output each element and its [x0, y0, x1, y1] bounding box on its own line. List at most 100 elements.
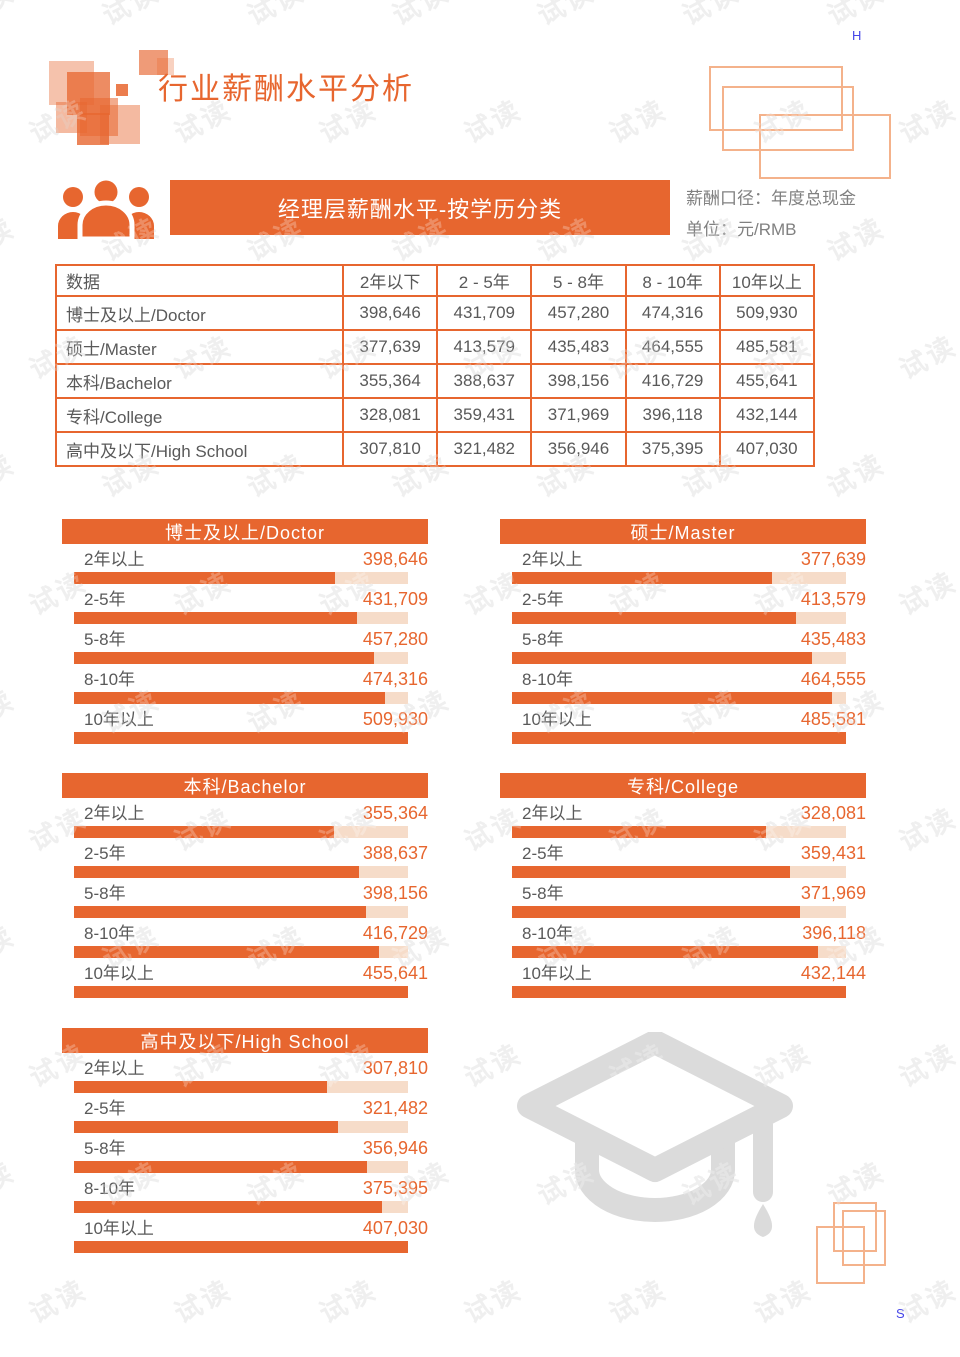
chart-bar-fill: [512, 572, 772, 584]
table-value-cell: 371,969: [530, 397, 627, 433]
chart-value-label: 321,482: [362, 1098, 428, 1118]
chart-row: 8-10年 375,395: [62, 1173, 428, 1213]
chart-category-label: 8-10年: [84, 670, 136, 689]
chart-row: 10年以上 432,144: [500, 958, 866, 998]
chart-category-label: 2年以上: [522, 550, 583, 569]
watermark-text: 试读: [894, 802, 960, 858]
watermark-text: 试读: [604, 1274, 672, 1330]
chart-value-label: 377,639: [800, 549, 866, 569]
decor-rect-outline: [709, 66, 843, 131]
watermark-text: 试读: [459, 1274, 527, 1330]
chart-category-label: 2年以上: [84, 1059, 145, 1078]
chart-value-label: 356,946: [362, 1138, 428, 1158]
chart-bar-track: [74, 1201, 408, 1213]
table-value-cell: 432,144: [718, 397, 816, 433]
watermark-text: 试读: [894, 1038, 960, 1094]
chart-row: 2-5年 413,579: [500, 584, 866, 624]
bar-chart-highschool: 高中及以下/High School 2年以上 307,810 2-5年 321,482…: [62, 1028, 428, 1253]
chart-category-label: 5-8年: [522, 884, 564, 903]
chart-value-label: 474,316: [362, 669, 428, 689]
chart-value-label: 307,810: [362, 1058, 428, 1078]
chart-category-label: 5-8年: [522, 630, 564, 649]
chart-bar-track: [512, 652, 846, 664]
chart-category-label: 2-5年: [522, 844, 564, 863]
chart-bar-fill: [512, 906, 800, 918]
table-value-cell: 375,395: [624, 431, 721, 467]
table-value-cell: 398,646: [341, 295, 439, 331]
section-banner: 经理层薪酬水平-按学历分类: [170, 180, 670, 235]
chart-bar-track: [74, 612, 408, 624]
chart-row: 2年以上 398,646: [62, 544, 428, 584]
watermark-text: 试读: [894, 1274, 960, 1330]
chart-bar-fill: [74, 1201, 383, 1213]
chart-category-label: 5-8年: [84, 1139, 126, 1158]
table-row: 博士及以上/Doctor 398,646 431,709 457,280 474,316…: [55, 295, 816, 331]
chart-row: 10年以上 407,030: [62, 1213, 428, 1253]
watermark-text: 试读: [0, 920, 20, 976]
chart-category-label: 2-5年: [522, 590, 564, 609]
table-value-cell: 377,639: [341, 329, 439, 365]
table-header-cell: 2 - 5年: [436, 264, 533, 297]
chart-bar-track: [512, 906, 846, 918]
bar-chart-master: 硕士/Master 2年以上 377,639 2-5年 413,579 5-8年 435,…: [500, 519, 866, 744]
chart-bar-track: [512, 692, 846, 704]
chart-bar-track: [512, 866, 846, 878]
chart-bar-track: [512, 826, 846, 838]
watermark-text: 试读: [169, 1274, 237, 1330]
chart-value-label: 359,431: [800, 843, 866, 863]
chart-category-label: 5-8年: [84, 630, 126, 649]
chart-bar-track: [512, 946, 846, 958]
chart-bar-fill: [74, 906, 366, 918]
watermark-text: 试读: [169, 1274, 237, 1330]
table-header-cell: 2年以下: [341, 264, 439, 297]
chart-row: 2年以上 328,081: [500, 798, 866, 838]
chart-bar-track: [74, 692, 408, 704]
chart-bar-track: [74, 946, 408, 958]
unit-note: 单位：元/RMB: [686, 220, 797, 239]
table-row: 硕士/Master 377,639 413,579 435,483 464,555 485…: [55, 329, 816, 365]
watermark-text: 试读: [0, 0, 20, 32]
table-value-cell: 388,637: [436, 363, 533, 399]
chart-bar-track: [74, 1161, 408, 1173]
watermark-text: 试读: [0, 212, 20, 268]
chart-value-label: 416,729: [362, 923, 428, 943]
table-value-cell: 356,946: [530, 431, 627, 467]
table-row-label: 本科/Bachelor: [55, 363, 344, 399]
watermark-text: 试读: [749, 1274, 817, 1330]
chart-bar-fill: [74, 826, 335, 838]
chart-bar-track: [74, 906, 408, 918]
watermark-text: 试读: [894, 330, 960, 386]
watermark-text: 试读: [242, 0, 310, 32]
watermark-text: 试读: [894, 802, 960, 858]
chart-bar-fill: [74, 866, 359, 878]
watermark-text: 试读: [0, 1156, 20, 1212]
table-value-cell: 396,118: [624, 397, 721, 433]
chart-bar-fill: [74, 1121, 338, 1133]
decor-square: [139, 50, 168, 75]
table-row: 专科/College 328,081 359,431 371,969 396,118 43…: [55, 397, 816, 433]
chart-row: 2-5年 359,431: [500, 838, 866, 878]
chart-value-label: 464,555: [800, 669, 866, 689]
watermark-text: 试读: [604, 94, 672, 150]
watermark-text: 试读: [459, 94, 527, 150]
watermark-text: 试读: [387, 0, 455, 32]
chart-bar-fill: [512, 986, 846, 998]
watermark-text: 试读: [0, 684, 20, 740]
chart-bar-track: [74, 986, 408, 998]
chart-value-label: 398,646: [362, 549, 428, 569]
chart-row: 5-8年 356,946: [62, 1133, 428, 1173]
table-row-label: 专科/College: [55, 397, 344, 433]
table-row-label: 高中及以下/High School: [55, 431, 344, 467]
chart-row: 5-8年 371,969: [500, 878, 866, 918]
chart-bar-fill: [512, 946, 819, 958]
watermark-text: 试读: [677, 0, 745, 32]
chart-value-label: 432,144: [800, 963, 866, 983]
chart-value-label: 457,280: [362, 629, 428, 649]
watermark-text: 试读: [387, 0, 455, 32]
watermark-text: 试读: [24, 1274, 92, 1330]
chart-row: 2年以上 355,364: [62, 798, 428, 838]
chart-bar-fill: [512, 652, 812, 664]
chart-bar-fill: [512, 692, 832, 704]
chart-bar-track: [74, 1081, 408, 1093]
chart-category-label: 2-5年: [84, 1099, 126, 1118]
